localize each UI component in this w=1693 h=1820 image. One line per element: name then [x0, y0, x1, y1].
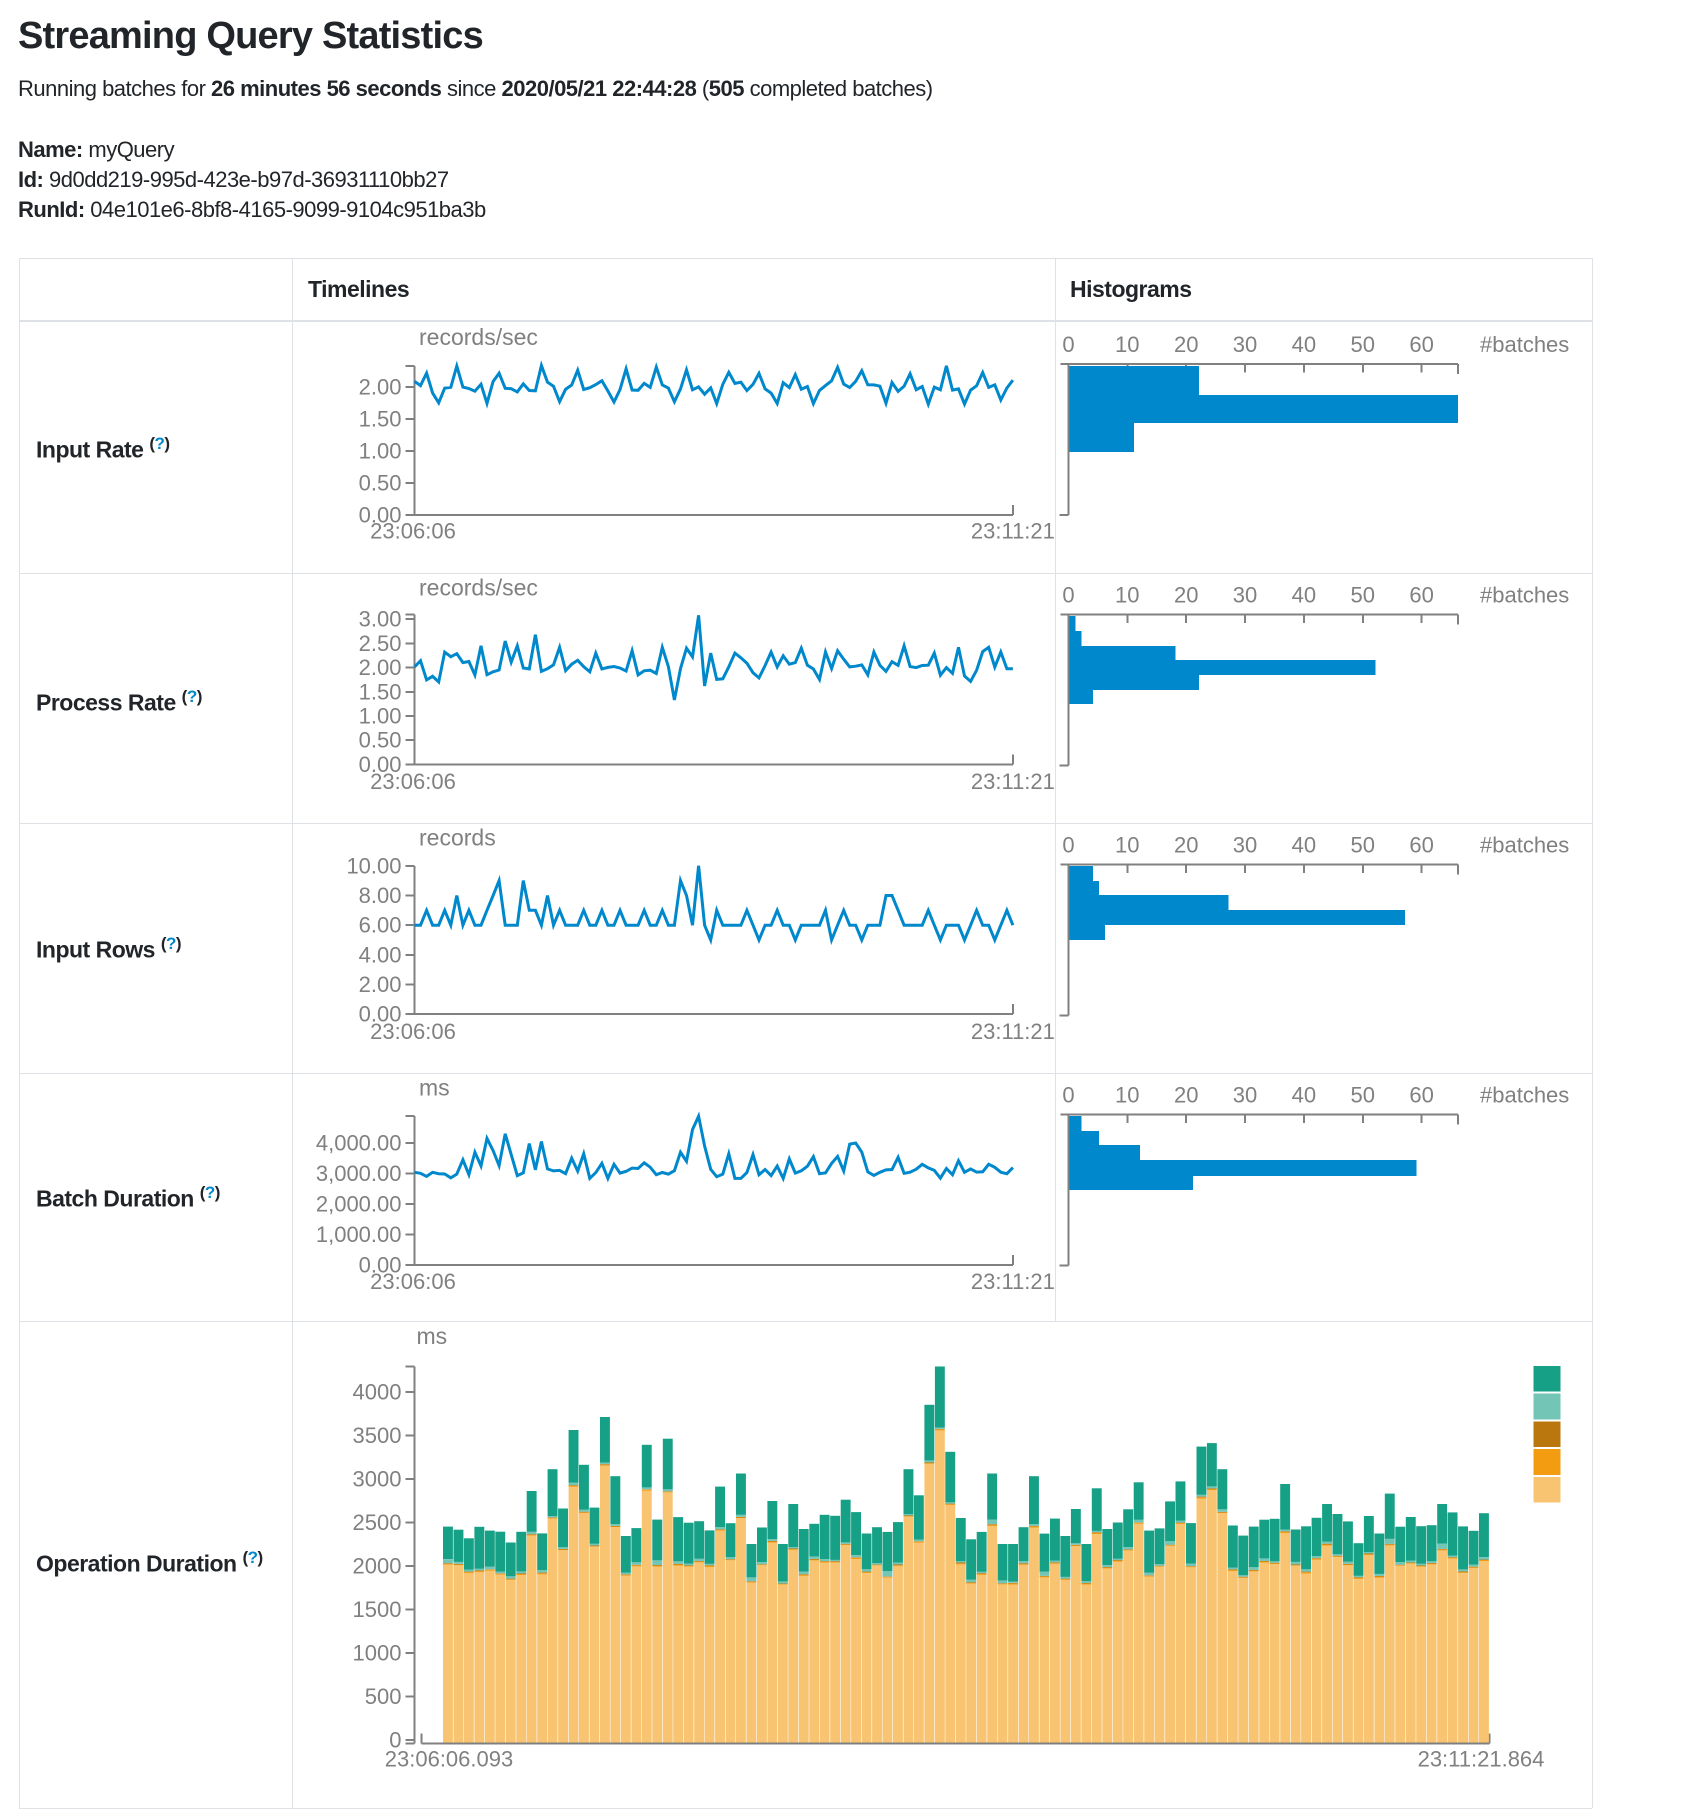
svg-text:20: 20: [1174, 332, 1198, 357]
svg-text:23:06:06.093: 23:06:06.093: [385, 1747, 513, 1772]
svg-text:1.50: 1.50: [359, 407, 402, 432]
svg-text:60: 60: [1409, 1083, 1433, 1108]
svg-text:2.50: 2.50: [359, 631, 402, 656]
svg-text:60: 60: [1409, 833, 1433, 858]
svg-text:30: 30: [1233, 332, 1257, 357]
svg-text:8.00: 8.00: [359, 883, 402, 908]
svg-text:40: 40: [1292, 1083, 1316, 1108]
svg-text:50: 50: [1351, 332, 1375, 357]
svg-text:2,000.00: 2,000.00: [316, 1192, 402, 1217]
svg-text:0: 0: [1062, 1083, 1074, 1108]
svg-text:1.50: 1.50: [359, 679, 402, 704]
svg-text:#batches: #batches: [1480, 583, 1569, 608]
svg-text:50: 50: [1351, 1083, 1375, 1108]
svg-text:0.50: 0.50: [359, 471, 402, 496]
svg-text:30: 30: [1233, 1083, 1257, 1108]
svg-text:records/sec: records/sec: [419, 324, 538, 350]
svg-text:#batches: #batches: [1480, 833, 1569, 858]
svg-text:10: 10: [1115, 583, 1139, 608]
svg-text:0: 0: [1062, 332, 1074, 357]
svg-text:#batches: #batches: [1480, 332, 1569, 357]
svg-text:50: 50: [1351, 833, 1375, 858]
svg-text:20: 20: [1174, 1083, 1198, 1108]
svg-text:4.00: 4.00: [359, 942, 402, 967]
svg-text:30: 30: [1233, 583, 1257, 608]
svg-text:60: 60: [1409, 583, 1433, 608]
svg-text:2.00: 2.00: [359, 655, 402, 680]
svg-text:3500: 3500: [353, 1423, 402, 1448]
svg-text:1.00: 1.00: [359, 439, 402, 464]
svg-text:30: 30: [1233, 833, 1257, 858]
svg-text:10: 10: [1115, 1083, 1139, 1108]
svg-text:60: 60: [1409, 332, 1433, 357]
svg-text:10.00: 10.00: [346, 853, 401, 878]
svg-text:40: 40: [1292, 583, 1316, 608]
svg-text:#batches: #batches: [1480, 1083, 1569, 1108]
svg-text:40: 40: [1292, 332, 1316, 357]
svg-text:records: records: [419, 825, 496, 851]
svg-text:3,000.00: 3,000.00: [316, 1161, 402, 1186]
svg-text:1.00: 1.00: [359, 704, 402, 729]
svg-text:3.00: 3.00: [359, 607, 402, 632]
svg-text:0.00: 0.00: [359, 1253, 402, 1278]
svg-text:500: 500: [365, 1684, 402, 1709]
svg-text:2.00: 2.00: [359, 972, 402, 997]
svg-text:2500: 2500: [353, 1510, 402, 1535]
svg-text:23:11:21: 23:11:21: [971, 769, 1055, 794]
svg-text:3000: 3000: [353, 1466, 402, 1491]
svg-text:0: 0: [389, 1728, 401, 1753]
svg-text:0.00: 0.00: [359, 503, 402, 528]
svg-text:20: 20: [1174, 583, 1198, 608]
svg-text:40: 40: [1292, 833, 1316, 858]
svg-text:10: 10: [1115, 833, 1139, 858]
svg-text:50: 50: [1351, 583, 1375, 608]
svg-text:6.00: 6.00: [359, 913, 402, 938]
svg-text:4,000.00: 4,000.00: [316, 1131, 402, 1156]
svg-text:0: 0: [1062, 833, 1074, 858]
svg-text:23:06:06: 23:06:06: [370, 1269, 456, 1294]
svg-text:2.00: 2.00: [359, 375, 402, 400]
svg-text:ms: ms: [419, 1075, 450, 1101]
svg-text:20: 20: [1174, 833, 1198, 858]
svg-text:2000: 2000: [353, 1553, 402, 1578]
svg-text:23:11:21: 23:11:21: [971, 1269, 1055, 1294]
svg-text:23:06:06: 23:06:06: [370, 519, 456, 544]
svg-text:23:11:21: 23:11:21: [971, 519, 1055, 544]
svg-text:ms: ms: [417, 1323, 448, 1349]
svg-text:23:06:06: 23:06:06: [370, 769, 456, 794]
svg-text:0.50: 0.50: [359, 728, 402, 753]
svg-text:1,000.00: 1,000.00: [316, 1222, 402, 1247]
svg-text:0.00: 0.00: [359, 752, 402, 777]
svg-text:0.00: 0.00: [359, 1002, 402, 1027]
svg-text:23:11:21.864: 23:11:21.864: [1418, 1747, 1545, 1772]
svg-text:4000: 4000: [353, 1379, 402, 1404]
svg-text:23:11:21: 23:11:21: [971, 1019, 1055, 1044]
svg-text:23:06:06: 23:06:06: [370, 1019, 456, 1044]
svg-text:0: 0: [1062, 583, 1074, 608]
svg-text:10: 10: [1115, 332, 1139, 357]
svg-text:1500: 1500: [353, 1597, 402, 1622]
svg-text:1000: 1000: [353, 1641, 402, 1666]
svg-text:records/sec: records/sec: [419, 575, 538, 601]
